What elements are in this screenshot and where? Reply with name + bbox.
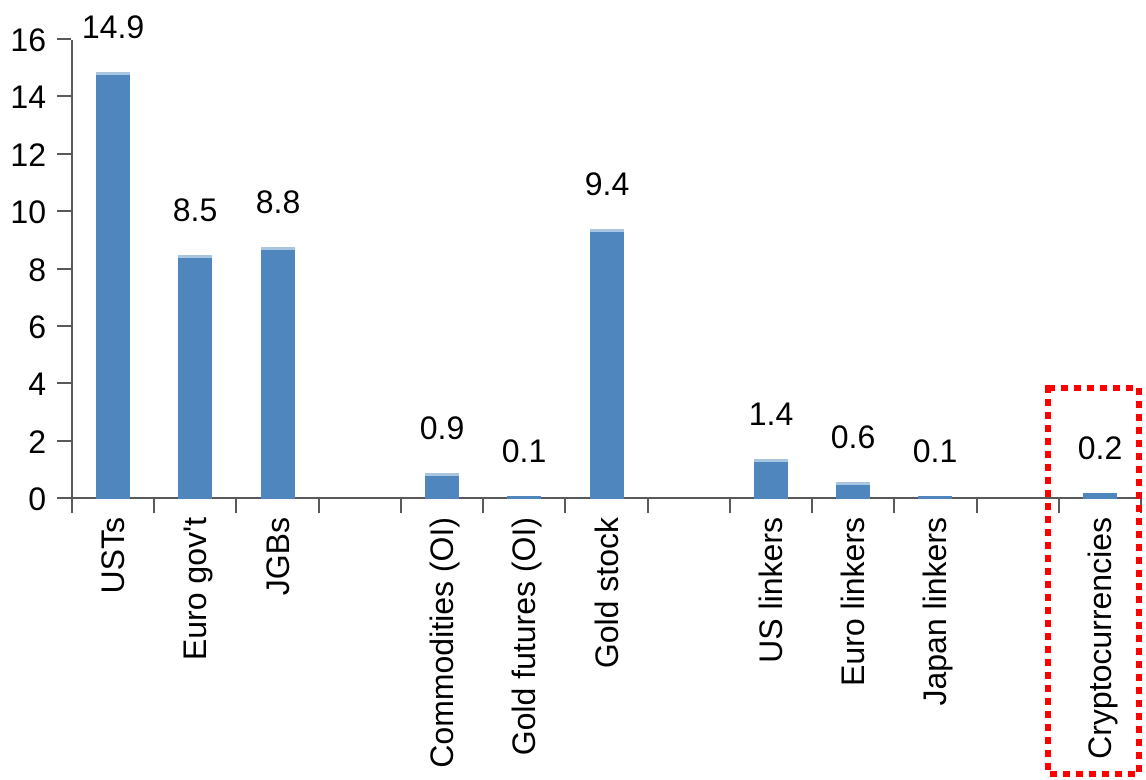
bar-cryptocurrencies bbox=[1083, 493, 1117, 499]
category-label-cryptocurrencies: Cryptocurrencies bbox=[1082, 517, 1118, 759]
bar-value-label-gold-stock: 9.4 bbox=[584, 166, 630, 202]
bar-usts bbox=[96, 72, 130, 499]
bar-value-label-gold-futures-oi: 0.1 bbox=[501, 433, 547, 469]
x-axis-tick bbox=[153, 499, 156, 513]
x-axis-tick bbox=[1140, 499, 1142, 513]
category-label-japan-linkers: Japan linkers bbox=[917, 517, 953, 706]
y-axis-tick bbox=[57, 38, 71, 40]
x-axis-tick bbox=[975, 499, 978, 513]
bar-euro-linkers bbox=[836, 482, 870, 499]
bar-value-label-usts: 14.9 bbox=[81, 9, 145, 45]
bar-euro-gov-t bbox=[178, 255, 212, 499]
category-label-commodities-oi: Commodities (OI) bbox=[424, 517, 460, 768]
category-label-euro-gov-t: Euro gov't bbox=[177, 517, 213, 661]
category-label-gold-futures-oi: Gold futures (OI) bbox=[506, 517, 542, 756]
y-tick-label: 0 bbox=[28, 481, 46, 517]
bar-commodities-oi bbox=[425, 473, 459, 499]
y-tick-label: 8 bbox=[28, 251, 46, 288]
bar-value-label-jgbs: 8.8 bbox=[255, 184, 301, 220]
bar-value-label-euro-gov-t: 8.5 bbox=[172, 192, 218, 228]
bar-value-label-euro-linkers: 0.6 bbox=[830, 419, 876, 455]
y-tick-label: 12 bbox=[10, 136, 46, 173]
category-label-us-linkers: US linkers bbox=[753, 517, 789, 663]
x-axis-tick bbox=[399, 499, 402, 513]
category-label-euro-linkers: Euro linkers bbox=[835, 517, 871, 686]
y-tick-label: 2 bbox=[28, 423, 46, 460]
x-axis-tick bbox=[646, 499, 649, 513]
bar-us-linkers bbox=[754, 459, 788, 499]
bar-value-label-japan-linkers: 0.1 bbox=[912, 433, 958, 469]
bar-gold-futures-oi bbox=[507, 496, 541, 499]
x-axis-tick bbox=[564, 499, 567, 513]
x-axis-tick bbox=[893, 499, 896, 513]
y-axis-tick bbox=[57, 267, 71, 270]
x-axis-tick bbox=[235, 499, 238, 513]
bar-value-label-us-linkers: 1.4 bbox=[748, 396, 794, 432]
bar-gold-stock bbox=[590, 229, 624, 499]
y-axis-tick bbox=[57, 324, 71, 327]
x-axis-tick bbox=[482, 499, 485, 513]
y-axis-tick bbox=[57, 95, 71, 98]
x-axis-tick bbox=[1057, 499, 1060, 513]
y-tick-label: 16 bbox=[10, 22, 46, 58]
x-axis-tick bbox=[811, 499, 814, 513]
bar-japan-linkers bbox=[918, 496, 952, 499]
x-axis-tick bbox=[728, 499, 731, 513]
y-axis-tick bbox=[57, 439, 71, 442]
bar-jgbs bbox=[261, 247, 295, 499]
category-label-usts: USTs bbox=[95, 517, 131, 594]
y-tick-label: 4 bbox=[28, 366, 46, 403]
x-axis-tick bbox=[71, 499, 73, 513]
category-label-gold-stock: Gold stock bbox=[589, 517, 625, 669]
y-axis-tick bbox=[57, 210, 71, 213]
y-tick-label: 6 bbox=[28, 308, 46, 345]
y-axis-tick bbox=[57, 497, 71, 499]
y-tick-label: 10 bbox=[10, 194, 46, 231]
y-axis-tick bbox=[57, 152, 71, 155]
y-tick-label: 14 bbox=[10, 79, 46, 116]
y-axis-line bbox=[71, 40, 73, 499]
x-axis-tick bbox=[317, 499, 320, 513]
bar-value-label-commodities-oi: 0.9 bbox=[419, 410, 465, 446]
bar-value-label-cryptocurrencies: 0.2 bbox=[1077, 430, 1123, 466]
y-axis-tick bbox=[57, 382, 71, 385]
category-label-jgbs: JGBs bbox=[260, 517, 296, 596]
